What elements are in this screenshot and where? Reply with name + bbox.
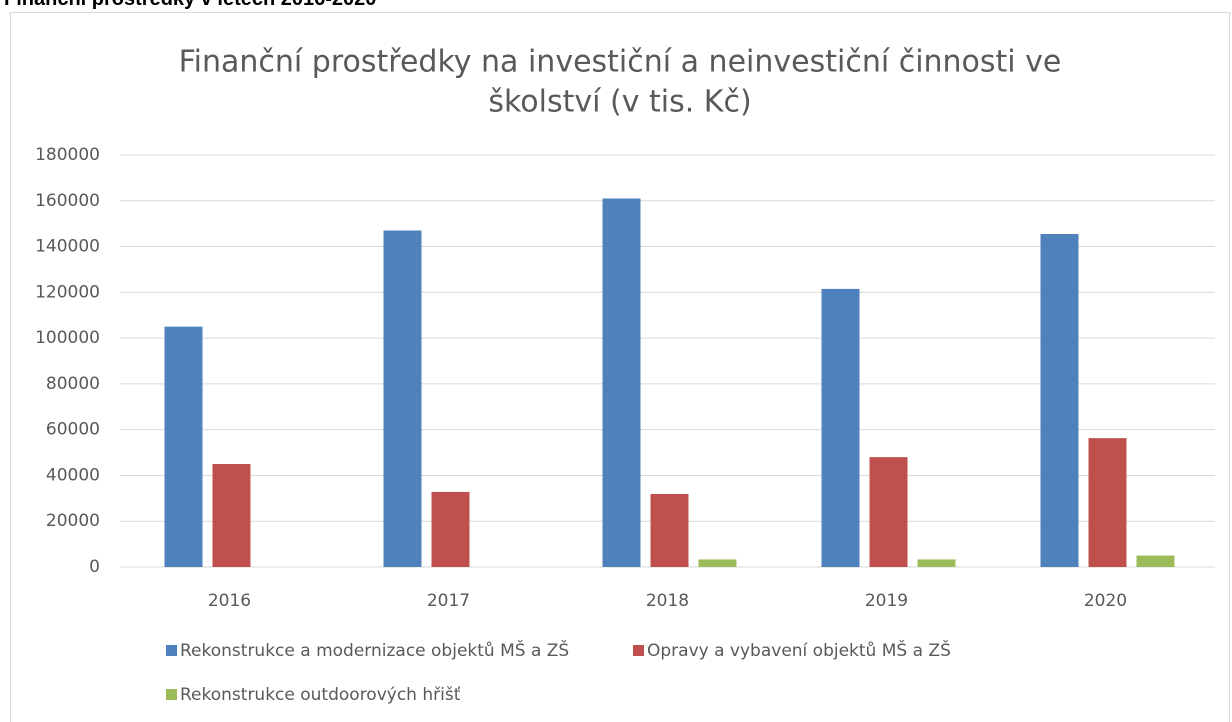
bar	[869, 457, 908, 567]
y-tick-label: 40000	[46, 465, 100, 485]
heading: Finanční prostředky v letech 2016-2020	[4, 0, 376, 11]
legend-label: Rekonstrukce a modernizace objektů MŠ a …	[180, 639, 569, 661]
y-tick-label: 120000	[35, 282, 100, 302]
legend-label: Rekonstrukce outdoorových hřišť	[180, 685, 461, 705]
bar	[383, 230, 422, 568]
y-tick-label: 100000	[35, 328, 100, 348]
bar	[164, 326, 203, 567]
y-tick-label: 180000	[35, 145, 100, 165]
legend-swatch	[166, 689, 177, 700]
y-tick-label: 140000	[35, 237, 100, 257]
x-tick-label: 2020	[1084, 591, 1127, 611]
x-tick-label: 2016	[208, 591, 251, 611]
bar	[431, 491, 470, 567]
y-tick-label: 0	[89, 557, 100, 577]
legend-swatch	[166, 645, 177, 656]
bar	[917, 559, 956, 567]
bar	[212, 464, 251, 567]
chart-title: Finanční prostředky na investiční a nein…	[179, 45, 1062, 80]
y-tick-label: 160000	[35, 191, 100, 211]
bar	[1136, 555, 1175, 567]
bar	[650, 493, 689, 567]
bar	[602, 198, 641, 567]
y-tick-label: 20000	[46, 511, 100, 531]
x-tick-label: 2017	[427, 591, 470, 611]
legend-swatch	[633, 645, 644, 656]
chart-border	[10, 12, 1230, 722]
x-tick-label: 2019	[865, 591, 908, 611]
x-tick-label: 2018	[646, 591, 689, 611]
y-tick-label: 60000	[46, 420, 100, 440]
bar	[698, 559, 737, 567]
bar	[1040, 233, 1079, 567]
bar	[821, 288, 860, 567]
bar	[1088, 438, 1127, 567]
legend-label: Opravy a vybavení objektů MŠ a ZŠ	[647, 639, 951, 661]
chart-title: školství (v tis. Kč)	[488, 85, 751, 120]
y-tick-label: 80000	[46, 374, 100, 394]
